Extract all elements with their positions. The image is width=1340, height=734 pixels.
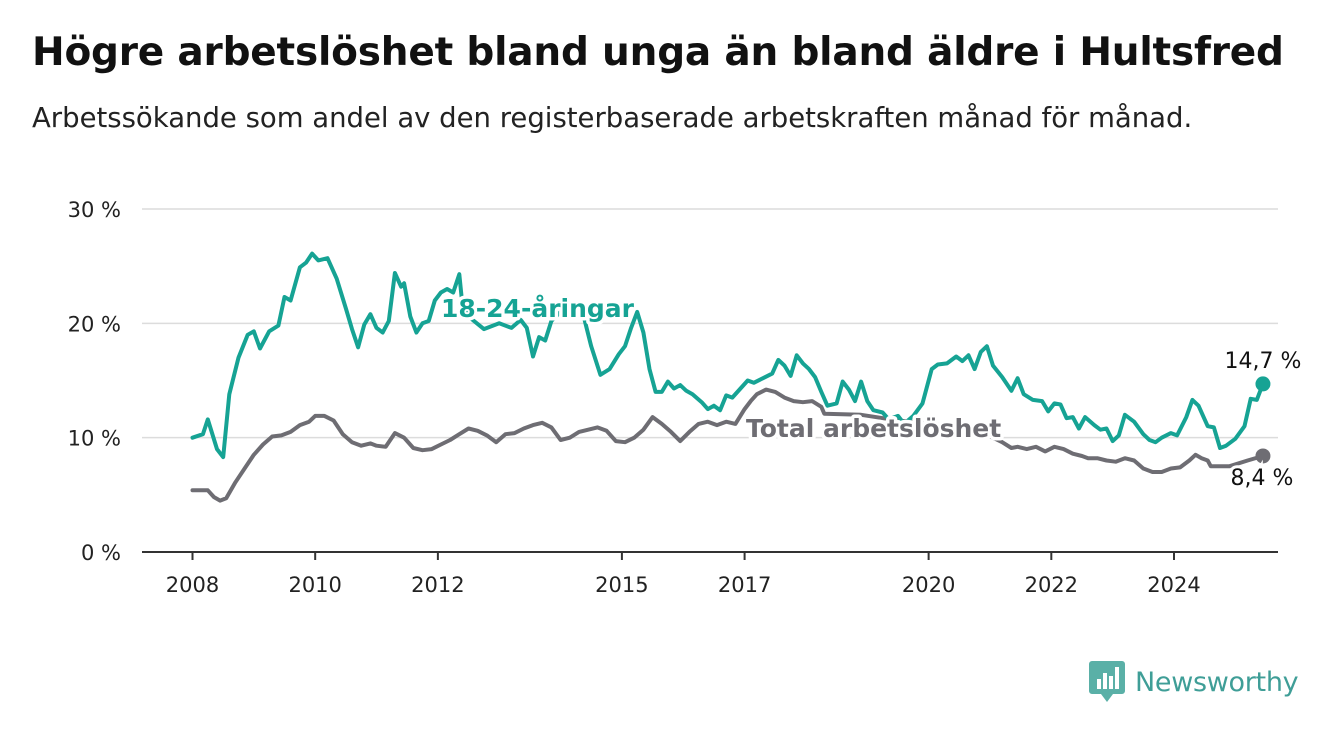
y-tick-label: 10 %: [68, 427, 121, 451]
label-layer: 0 % 10 % 20 % 30 % 2008 2010 2012 2015 2017 2020 2…: [68, 198, 1305, 597]
x-tick-label: 2022: [1025, 573, 1078, 597]
newsworthy-logo-icon: [1089, 661, 1125, 702]
chart-subtitle: Arbetssökande som andel av den registerb…: [32, 102, 1193, 134]
x-tick-label: 2020: [902, 573, 955, 597]
series-label-youth: 18-24-åringar: [441, 294, 635, 323]
series-layer: [190, 251, 1271, 503]
end-value-youth: 14,7 %: [1225, 349, 1302, 374]
x-tick-label: 2010: [288, 573, 341, 597]
chart-title: Högre arbetslöshet bland unga än bland ä…: [32, 30, 1284, 75]
series-line-total: [190, 387, 1265, 503]
newsworthy-logo[interactable]: Newsworthy: [1089, 661, 1299, 703]
y-tick-label: 20 %: [68, 312, 121, 336]
series-label-total: Total arbetslöshet: [746, 414, 1001, 443]
end-value-total: 8,4 %: [1231, 466, 1294, 491]
end-point-total[interactable]: [1255, 448, 1271, 464]
y-tick-label: 30 %: [68, 198, 121, 222]
series-line-youth: [190, 251, 1265, 460]
grid-layer: [142, 208, 1278, 560]
x-tick-label: 2015: [595, 573, 648, 597]
x-tick-label: 2024: [1147, 573, 1200, 597]
brand-name: Newsworthy: [1135, 666, 1299, 698]
x-tick-label: 2008: [166, 573, 219, 597]
x-tick-label: 2012: [411, 573, 464, 597]
y-tick-label: 0 %: [81, 541, 121, 565]
end-point-youth[interactable]: [1255, 376, 1271, 392]
x-tick-label: 2017: [718, 573, 771, 597]
